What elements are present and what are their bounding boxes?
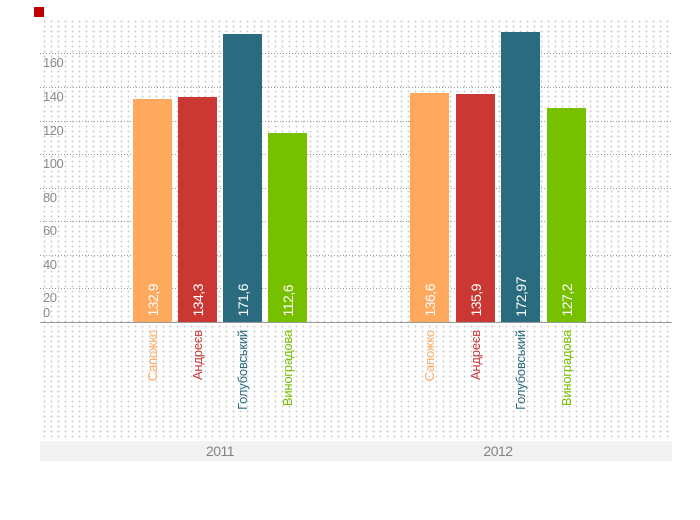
y-tick-140: 140 bbox=[43, 88, 64, 104]
category-label-text: Голубовський bbox=[513, 330, 528, 410]
category-label-series-3-2012: Виноградова bbox=[558, 330, 576, 406]
category-label-series-1-2011: Андреєв bbox=[189, 330, 207, 380]
bar-2012-series-1: 135,9 bbox=[456, 93, 495, 322]
category-label-text: Голубовський bbox=[235, 330, 250, 410]
y-tick-80: 80 bbox=[43, 189, 57, 205]
category-label-text: Андреєв bbox=[468, 330, 483, 381]
bar-value-label: 127,2 bbox=[558, 284, 575, 317]
bar-value-label: 135,9 bbox=[467, 284, 484, 317]
gridline-120 bbox=[40, 120, 672, 122]
category-label-text: Сапожко bbox=[145, 330, 160, 382]
bar-value-label: 112,6 bbox=[279, 285, 296, 317]
gridline-160 bbox=[40, 53, 672, 55]
bar-2011-series-3: 112,6 bbox=[268, 132, 307, 322]
category-label-text: Виноградова bbox=[559, 330, 574, 407]
y-tick-100: 100 bbox=[43, 156, 64, 172]
category-label-text: Андреєв bbox=[190, 330, 205, 381]
bar-value-label: 132,9 bbox=[144, 284, 161, 317]
category-label-series-1-2012: Андреєв bbox=[467, 330, 485, 380]
bar-value-label: 134,3 bbox=[189, 284, 206, 317]
bar-2012-series-2: 172,97 bbox=[501, 31, 540, 322]
bar-2011-series-2: 171,6 bbox=[223, 33, 262, 322]
gridline-100 bbox=[40, 154, 672, 156]
y-tick-0: 0 bbox=[43, 305, 50, 320]
red-square-marker bbox=[34, 7, 44, 17]
plot-area: 160 140 120 100 80 60 40 20 0 132,9 Сапожко 136,6 Са… bbox=[40, 18, 672, 440]
y-tick-120: 120 bbox=[43, 122, 64, 138]
y-tick-40: 40 bbox=[43, 256, 57, 272]
gridline-40 bbox=[40, 254, 672, 256]
gridline-80 bbox=[40, 187, 672, 189]
category-axis-strip: 2011 2012 bbox=[40, 441, 672, 461]
category-label-series-0-2012: Сапожко bbox=[421, 330, 439, 381]
category-label-text: Сапожко bbox=[422, 330, 437, 382]
category-label-series-2-2012: Голубовський bbox=[512, 330, 530, 410]
bar-2012-series-0: 136,6 bbox=[410, 92, 449, 322]
bar-2012-series-3: 127,2 bbox=[547, 108, 586, 322]
group-label-2011: 2011 bbox=[205, 443, 235, 459]
bar-value-label: 136,6 bbox=[421, 284, 438, 317]
bar-value-label: 171,6 bbox=[234, 284, 251, 317]
gridline-60 bbox=[40, 221, 672, 223]
category-label-series-3-2011: Виноградова bbox=[279, 330, 297, 406]
group-label-2012: 2012 bbox=[483, 443, 513, 459]
bar-2011-series-0: 132,9 bbox=[133, 98, 172, 322]
category-label-text: Виноградова bbox=[280, 330, 295, 407]
gridline-140 bbox=[40, 86, 672, 88]
x-axis-line bbox=[40, 322, 672, 323]
y-tick-160: 160 bbox=[43, 55, 64, 71]
y-tick-60: 60 bbox=[43, 223, 57, 239]
y-tick-20: 20 bbox=[43, 290, 57, 306]
category-label-series-0-2011: Сапожко bbox=[144, 330, 162, 381]
bar-value-label: 172,97 bbox=[512, 277, 529, 317]
category-label-series-2-2011: Голубовський bbox=[234, 330, 252, 410]
bar-2011-series-1: 134,3 bbox=[178, 96, 217, 322]
gridline-20 bbox=[40, 288, 672, 290]
